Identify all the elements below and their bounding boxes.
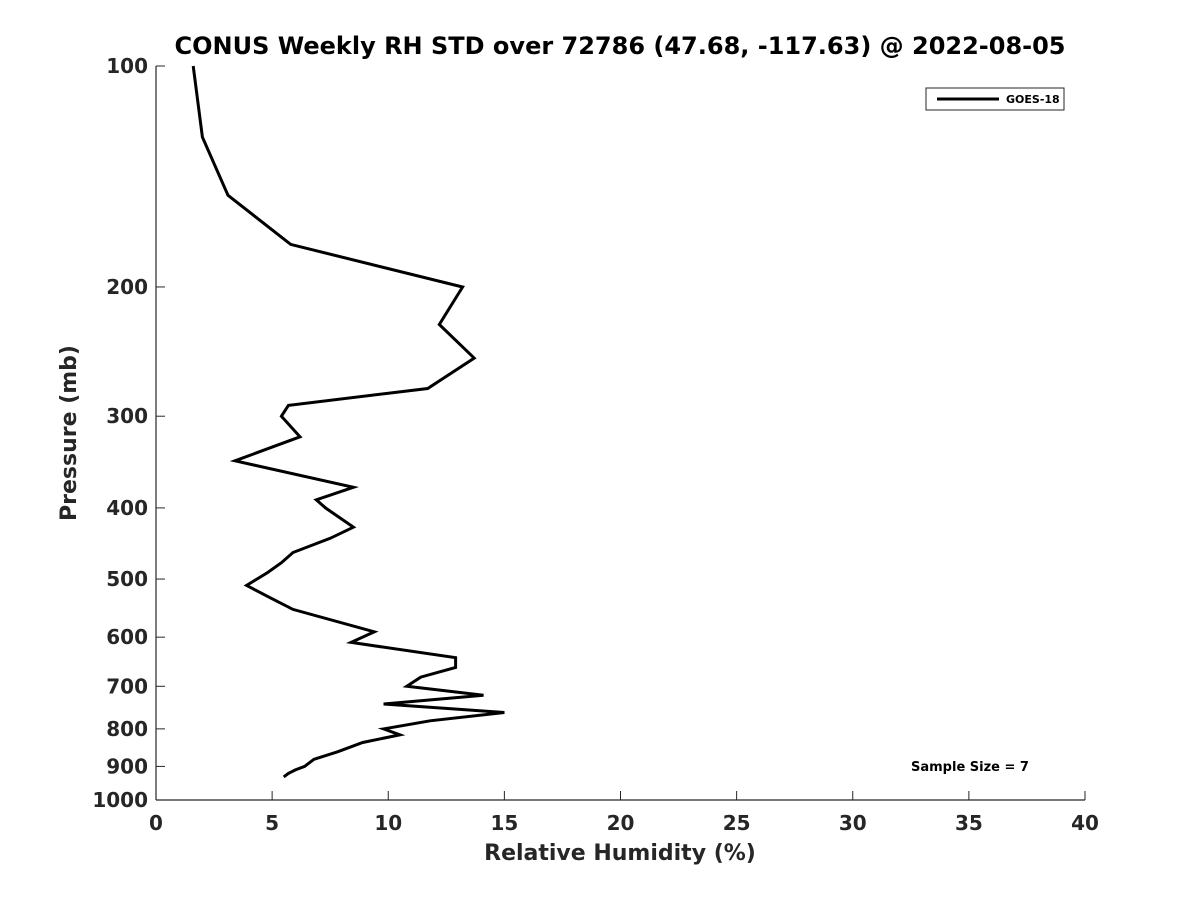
- x-tick-label: 25: [723, 811, 751, 835]
- y-tick-label: 600: [106, 625, 148, 649]
- x-tick-label: 20: [607, 811, 635, 835]
- x-axis-label: Relative Humidity (%): [484, 841, 756, 866]
- x-tick-label: 0: [149, 811, 163, 835]
- y-tick-label: 400: [106, 496, 148, 520]
- sample-size-annotation: Sample Size = 7: [911, 760, 1029, 775]
- legend-label-goes-18: GOES-18: [1006, 93, 1060, 106]
- y-tick-label: 700: [106, 674, 148, 698]
- x-tick-label: 15: [490, 811, 518, 835]
- plot-area: [156, 66, 1085, 800]
- y-tick-label: 900: [106, 754, 148, 778]
- y-tick-label: 1000: [92, 788, 148, 812]
- series-line-goes-18: [191, 65, 505, 779]
- y-tick-label: 800: [106, 717, 148, 741]
- x-tick-label: 30: [839, 811, 867, 835]
- x-tick-label: 40: [1071, 811, 1099, 835]
- legend: GOES-18: [925, 87, 1065, 111]
- chart-title: CONUS Weekly RH STD over 72786 (47.68, -…: [174, 32, 1065, 60]
- x-tick-label: 5: [265, 811, 279, 835]
- y-axis-label: Pressure (mb): [57, 345, 82, 521]
- y-tick-label: 500: [106, 567, 148, 591]
- y-tick-label: 200: [106, 275, 148, 299]
- x-axis: 0 5 10 15 20 25 30 35 40: [149, 791, 1099, 835]
- x-tick-label: 35: [955, 811, 983, 835]
- y-axis: 100 200 300 400 500 600 700 800 900 1000: [92, 54, 165, 812]
- x-tick-label: 10: [374, 811, 402, 835]
- series-group: [191, 65, 505, 779]
- y-tick-label: 100: [106, 54, 148, 78]
- y-tick-label: 300: [106, 404, 148, 428]
